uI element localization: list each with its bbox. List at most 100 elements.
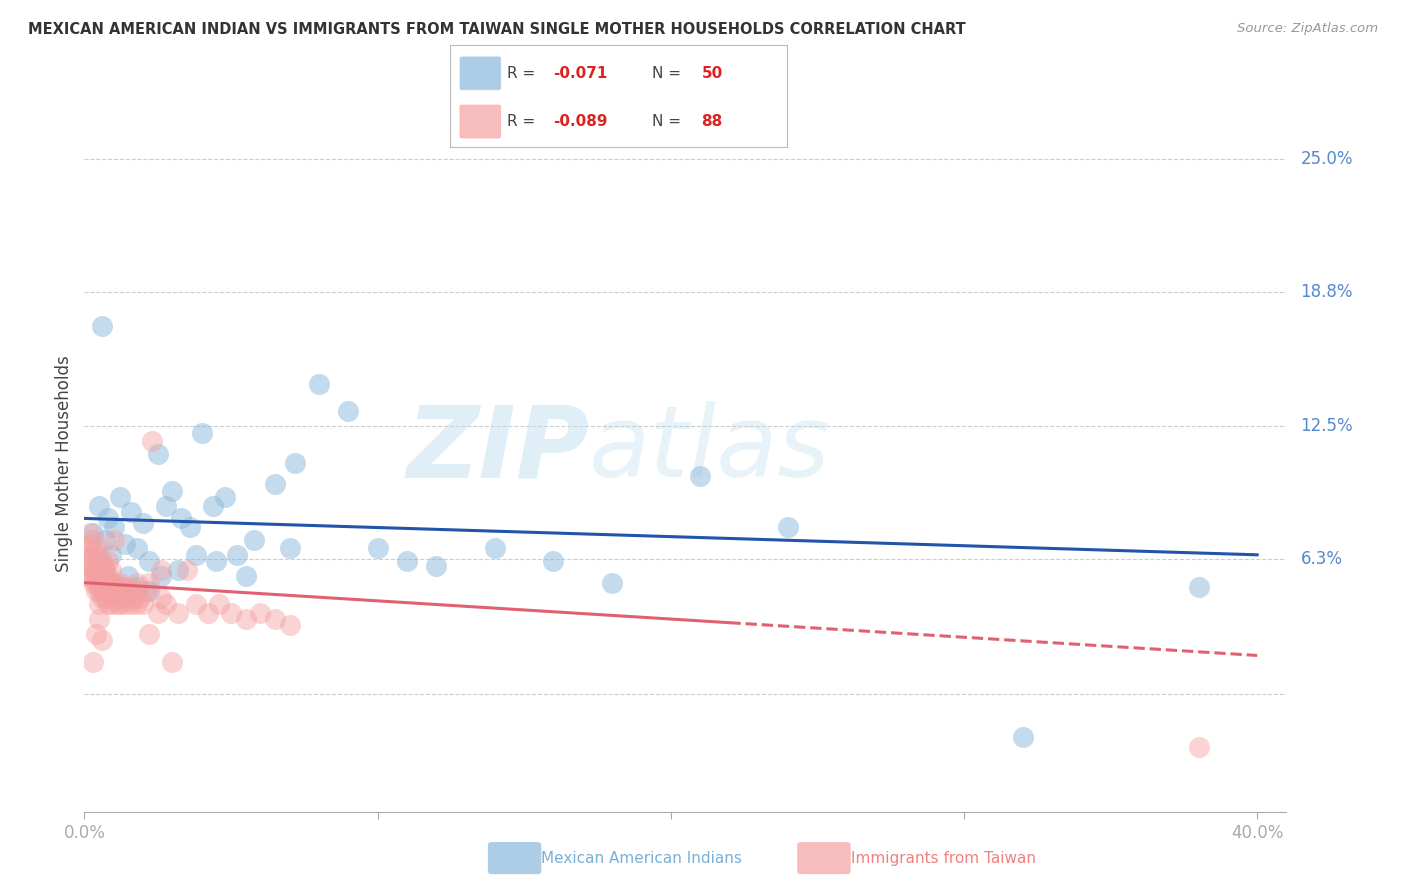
Point — [176, 563, 198, 577]
Point — [114, 597, 136, 611]
Point — [103, 591, 125, 605]
Point — [1187, 580, 1209, 594]
Text: -0.089: -0.089 — [553, 114, 607, 129]
Text: Mexican American Indians: Mexican American Indians — [541, 852, 742, 866]
Point — [600, 575, 623, 590]
Point — [179, 520, 201, 534]
Point — [208, 597, 231, 611]
Point — [225, 548, 247, 562]
Point — [108, 584, 131, 599]
Point — [87, 554, 110, 568]
Point — [190, 425, 212, 440]
Text: 12.5%: 12.5% — [1301, 417, 1353, 435]
Point — [114, 537, 136, 551]
Point — [100, 597, 122, 611]
Text: -0.071: -0.071 — [553, 66, 607, 81]
Point — [94, 591, 117, 605]
Point — [79, 558, 101, 573]
Point — [284, 456, 307, 470]
Point — [108, 584, 131, 599]
Point — [337, 404, 360, 418]
Text: Immigrants from Taiwan: Immigrants from Taiwan — [851, 852, 1036, 866]
Point — [84, 563, 107, 577]
Point — [243, 533, 266, 547]
Point — [264, 477, 287, 491]
Point — [129, 591, 152, 605]
Point — [84, 575, 107, 590]
Point — [141, 434, 163, 449]
Point — [76, 569, 98, 583]
Point — [100, 584, 122, 599]
Point — [264, 612, 287, 626]
Point — [184, 597, 207, 611]
Point — [278, 541, 301, 556]
FancyBboxPatch shape — [460, 57, 501, 90]
Point — [94, 584, 117, 599]
Point — [146, 606, 169, 620]
Point — [103, 520, 125, 534]
Point — [82, 526, 104, 541]
Point — [100, 563, 122, 577]
Point — [162, 483, 184, 498]
Point — [87, 612, 110, 626]
Point — [111, 591, 134, 605]
Point — [76, 554, 98, 568]
Point — [82, 655, 104, 669]
Point — [367, 541, 389, 556]
Point — [79, 537, 101, 551]
Point — [170, 511, 193, 525]
Point — [205, 554, 228, 568]
Point — [120, 584, 142, 599]
Point — [138, 584, 160, 599]
Point — [308, 376, 330, 391]
Point — [97, 580, 120, 594]
Point — [127, 597, 149, 611]
Point — [87, 569, 110, 583]
Point — [87, 580, 110, 594]
Point — [82, 548, 104, 562]
Text: 88: 88 — [702, 114, 723, 129]
Point — [138, 627, 160, 641]
Point — [94, 569, 117, 583]
Point — [84, 627, 107, 641]
Point — [235, 612, 257, 626]
Point — [105, 597, 128, 611]
Point — [87, 499, 110, 513]
Point — [91, 318, 114, 333]
Point — [79, 569, 101, 583]
Text: MEXICAN AMERICAN INDIAN VS IMMIGRANTS FROM TAIWAN SINGLE MOTHER HOUSEHOLDS CORRE: MEXICAN AMERICAN INDIAN VS IMMIGRANTS FR… — [28, 22, 966, 37]
Point — [108, 597, 131, 611]
Point — [84, 569, 107, 583]
Point — [132, 516, 155, 530]
Point — [122, 591, 145, 605]
Point — [162, 655, 184, 669]
Text: Source: ZipAtlas.com: Source: ZipAtlas.com — [1237, 22, 1378, 36]
Point — [87, 597, 110, 611]
Point — [82, 575, 104, 590]
Point — [103, 575, 125, 590]
Text: 25.0%: 25.0% — [1301, 150, 1353, 168]
Y-axis label: Single Mother Households: Single Mother Households — [55, 356, 73, 572]
Point — [197, 606, 219, 620]
Point — [97, 569, 120, 583]
Point — [103, 533, 125, 547]
Point — [100, 575, 122, 590]
Point — [149, 563, 172, 577]
Point — [184, 548, 207, 562]
Point — [135, 584, 157, 599]
Text: atlas: atlas — [589, 401, 831, 499]
Point — [82, 563, 104, 577]
Point — [100, 548, 122, 562]
Point — [219, 606, 242, 620]
Point — [155, 499, 177, 513]
Point — [149, 569, 172, 583]
Point — [82, 533, 104, 547]
Point — [120, 505, 142, 519]
Point — [91, 563, 114, 577]
Point — [689, 468, 711, 483]
Point — [127, 580, 149, 594]
Point — [94, 575, 117, 590]
Point — [91, 591, 114, 605]
Point — [94, 533, 117, 547]
Point — [127, 541, 149, 556]
